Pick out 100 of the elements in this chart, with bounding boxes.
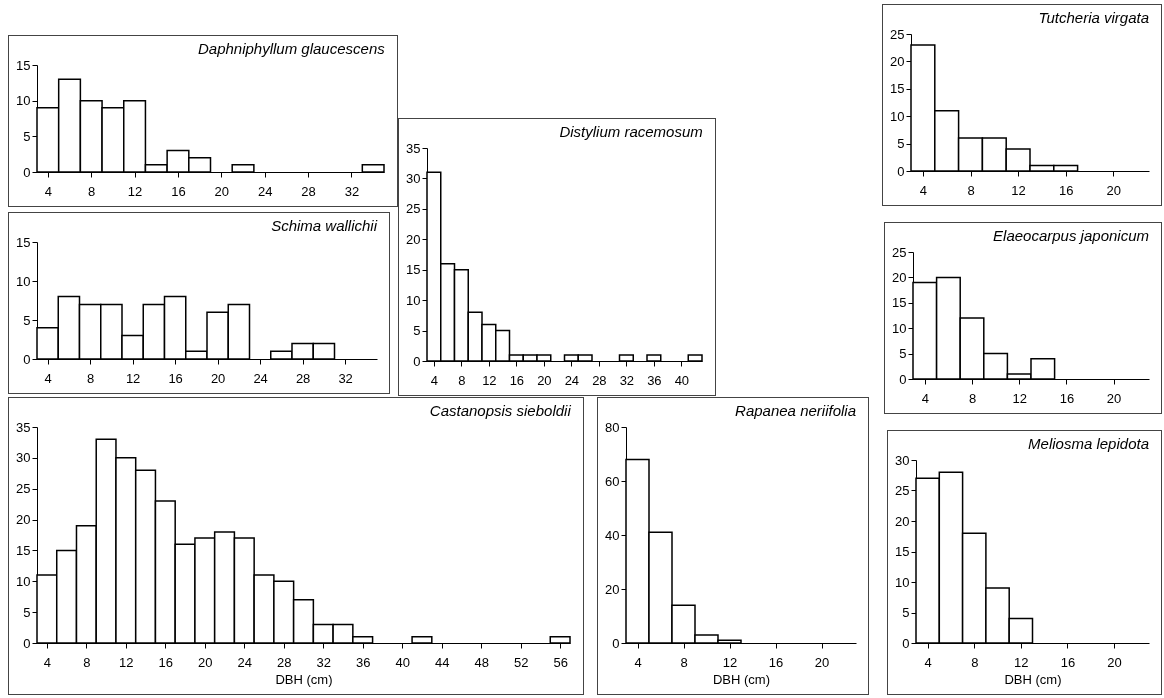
- x-tick-label: 32: [338, 370, 353, 386]
- x-axis-title: DBH (cm): [712, 671, 771, 687]
- x-tick-label: 28: [301, 183, 316, 199]
- y-tick-label: 15: [890, 81, 905, 97]
- x-tick-label: 20: [537, 372, 552, 388]
- y-tick-label: 0: [413, 353, 421, 369]
- y-tick-label: 20: [406, 231, 421, 247]
- x-tick-label: 16: [1059, 390, 1075, 406]
- x-tick-label: 12: [119, 654, 134, 670]
- y-tick-label: 10: [16, 273, 31, 289]
- y-tick-label: 20: [605, 581, 620, 597]
- y-tick-label: 25: [406, 201, 421, 217]
- y-tick-label: 20: [890, 53, 905, 69]
- y-tick-label: 15: [16, 57, 31, 73]
- x-tick-label: 20: [1107, 654, 1122, 670]
- x-tick-label: 20: [814, 654, 830, 670]
- x-tick-label: 20: [198, 654, 213, 670]
- y-tick-label: 10: [895, 574, 910, 590]
- chart-title: Distylium racemosum: [559, 123, 703, 140]
- x-tick-label: 12: [1012, 390, 1027, 406]
- x-tick-label: 20: [210, 370, 226, 386]
- y-tick-label: 15: [16, 234, 31, 250]
- x-tick-label: 40: [395, 654, 410, 670]
- x-tick-label: 28: [592, 372, 607, 388]
- y-tick-label: 15: [895, 544, 910, 559]
- y-tick-label: 5: [413, 323, 421, 339]
- x-tick-label: 12: [1014, 654, 1029, 670]
- x-axis-title: DBH (cm): [275, 671, 333, 687]
- x-tick-label: 8: [968, 390, 977, 406]
- chart-title: Rapanea neriifolia: [735, 402, 856, 419]
- x-tick-label: 12: [125, 370, 141, 386]
- y-tick-label: 0: [897, 163, 905, 179]
- x-tick-label: 4: [43, 654, 51, 670]
- x-tick-label: 4: [921, 390, 929, 406]
- x-tick-label: 4: [919, 182, 928, 198]
- y-tick-label: 10: [406, 292, 421, 308]
- x-tick-label: 16: [1060, 654, 1076, 670]
- x-tick-label: 24: [257, 183, 273, 199]
- y-tick-label: 80: [605, 419, 620, 435]
- x-tick-label: 20: [1106, 390, 1122, 406]
- x-tick-label: 32: [619, 372, 635, 388]
- x-tick-label: 24: [564, 372, 580, 388]
- y-tick-label: 25: [892, 244, 907, 260]
- x-tick-label: 16: [1058, 182, 1074, 198]
- chart-title: Tutcheria virgata: [1038, 9, 1149, 26]
- y-tick-label: 0: [23, 635, 31, 651]
- y-tick-label: 5: [902, 605, 910, 620]
- y-tick-label: 15: [406, 262, 421, 278]
- x-tick-label: 24: [237, 654, 253, 670]
- y-tick-label: 30: [16, 450, 31, 466]
- x-tick-label: 12: [127, 183, 143, 199]
- y-tick-label: 0: [23, 164, 31, 180]
- x-tick-label: 8: [88, 183, 96, 199]
- x-tick-label: 28: [277, 654, 292, 670]
- y-tick-label: 5: [23, 312, 31, 328]
- y-tick-label: 35: [16, 419, 31, 435]
- y-tick-label: 60: [605, 473, 620, 489]
- x-tick-label: 16: [509, 372, 525, 388]
- x-tick-label: 8: [967, 182, 975, 198]
- y-tick-label: 20: [895, 513, 910, 529]
- y-tick-label: 10: [16, 573, 31, 589]
- x-tick-label: 4: [634, 654, 642, 670]
- y-tick-label: 20: [892, 269, 907, 285]
- y-tick-label: 0: [612, 635, 620, 651]
- x-tick-label: 20: [214, 183, 230, 199]
- x-tick-label: 32: [344, 183, 360, 199]
- y-tick-label: 15: [16, 542, 31, 558]
- y-tick-label: 40: [605, 527, 620, 543]
- y-tick-label: 5: [23, 128, 31, 144]
- x-tick-label: 32: [316, 654, 331, 670]
- y-tick-label: 0: [23, 351, 31, 367]
- x-tick-label: 28: [295, 370, 311, 386]
- x-tick-label: 12: [722, 654, 738, 670]
- x-tick-label: 20: [1106, 182, 1122, 198]
- y-tick-label: 10: [16, 93, 31, 109]
- x-tick-label: 24: [253, 370, 268, 386]
- x-tick-label: 52: [513, 654, 529, 670]
- x-tick-label: 16: [768, 654, 784, 670]
- x-tick-label: 36: [355, 654, 371, 670]
- chart-title: Meliosma lepidota: [1028, 435, 1149, 452]
- x-tick-label: 12: [482, 372, 497, 388]
- y-tick-label: 0: [899, 371, 907, 387]
- y-tick-label: 5: [23, 604, 31, 620]
- chart-title: Elaeocarpus japonicum: [993, 227, 1149, 244]
- x-tick-label: 8: [458, 372, 466, 388]
- x-tick-label: 16: [168, 370, 183, 386]
- y-tick-label: 30: [895, 452, 910, 468]
- y-tick-label: 15: [892, 295, 907, 311]
- x-tick-label: 48: [474, 654, 489, 670]
- y-tick-label: 0: [902, 635, 910, 651]
- y-tick-label: 30: [406, 170, 421, 186]
- x-tick-label: 4: [924, 654, 932, 670]
- y-tick-label: 25: [895, 483, 910, 498]
- y-tick-label: 10: [890, 108, 905, 124]
- x-tick-label: 40: [674, 372, 690, 388]
- x-tick-label: 8: [680, 654, 688, 670]
- y-tick-label: 35: [406, 140, 421, 156]
- x-tick-label: 44: [434, 654, 450, 670]
- x-tick-label: 4: [430, 372, 438, 388]
- chart-title: Castanopsis sieboldii: [429, 402, 572, 419]
